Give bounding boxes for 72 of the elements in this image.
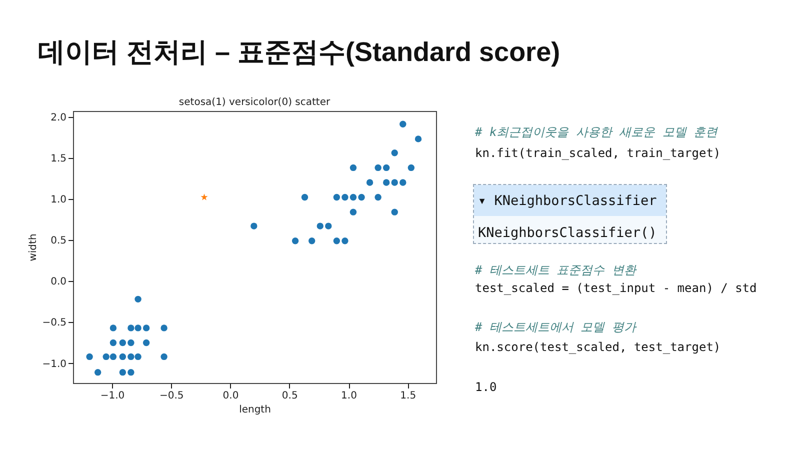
point	[408, 164, 415, 172]
point	[414, 136, 422, 142]
point	[119, 353, 126, 360]
point	[200, 194, 208, 200]
point	[301, 194, 308, 201]
y-tick-label: 0.5	[50, 236, 66, 247]
point	[110, 324, 117, 332]
point	[119, 339, 126, 346]
text: # 테스트세트에서 모델 평가	[475, 319, 636, 336]
point	[160, 324, 168, 332]
x-tick-label: 0.0	[222, 390, 239, 402]
point	[366, 179, 374, 186]
chart-title: setosa(1) versicolor(0) scatter	[178, 97, 331, 108]
text: # 테스트세트 표준점수 변환	[475, 262, 636, 279]
point	[333, 237, 340, 244]
point	[134, 296, 142, 303]
x-axis-title: length	[239, 404, 271, 416]
point	[382, 179, 390, 186]
point	[342, 237, 348, 244]
point	[382, 164, 390, 172]
point	[391, 150, 398, 156]
point	[400, 179, 406, 186]
point	[342, 194, 348, 201]
point	[250, 222, 258, 230]
y-tick-label: 1.5	[50, 153, 66, 164]
x-tick-label: −0.5	[159, 390, 184, 402]
text: ▾ KNeighborsClassifier	[478, 193, 657, 209]
text: KNeighborsClassifier()	[478, 225, 657, 241]
y-tick-label: 0.0	[50, 276, 66, 288]
point	[391, 179, 398, 186]
point	[142, 339, 150, 346]
x-tick-label: 1.0	[341, 390, 357, 402]
x-tick-label: 0.5	[282, 390, 298, 402]
point	[374, 194, 382, 201]
y-tick-label: 1.0	[50, 194, 66, 206]
point	[350, 164, 357, 172]
text: kn.score(test_scaled, test_target)	[475, 340, 721, 354]
point	[308, 237, 316, 244]
point	[350, 194, 357, 201]
point	[110, 339, 117, 346]
y-tick-label: −0.5	[42, 318, 66, 329]
point	[86, 353, 93, 360]
point	[325, 222, 332, 230]
point	[94, 368, 102, 376]
point	[292, 237, 299, 244]
point	[142, 324, 150, 332]
point	[316, 222, 324, 230]
point	[134, 353, 142, 360]
point	[358, 194, 365, 201]
y-tick-label: 2.0	[50, 112, 66, 124]
text: # k최근접이웃을 사용한 새로운 모델 훈련	[475, 124, 718, 141]
point	[391, 208, 398, 216]
point	[102, 353, 110, 360]
y-axis-title: width	[28, 234, 40, 262]
y-tick-label: −1.0	[42, 358, 66, 370]
text: kn.fit(train_scaled, train_target)	[475, 146, 721, 160]
text: 데이터 전처리 – 표준점수(Standard score)	[38, 36, 560, 69]
x-tick-label: 1.5	[400, 390, 416, 402]
text: test_scaled = (test_input - mean) / std	[475, 281, 757, 295]
point	[128, 324, 134, 332]
point	[160, 353, 168, 360]
point	[400, 120, 406, 128]
point	[374, 164, 382, 172]
point	[350, 208, 357, 216]
point	[128, 339, 134, 346]
point	[110, 353, 117, 360]
point	[333, 194, 340, 201]
point	[128, 368, 134, 376]
point	[134, 324, 142, 332]
point	[128, 353, 134, 360]
point	[119, 368, 126, 376]
x-tick-label: −1.0	[100, 390, 125, 402]
